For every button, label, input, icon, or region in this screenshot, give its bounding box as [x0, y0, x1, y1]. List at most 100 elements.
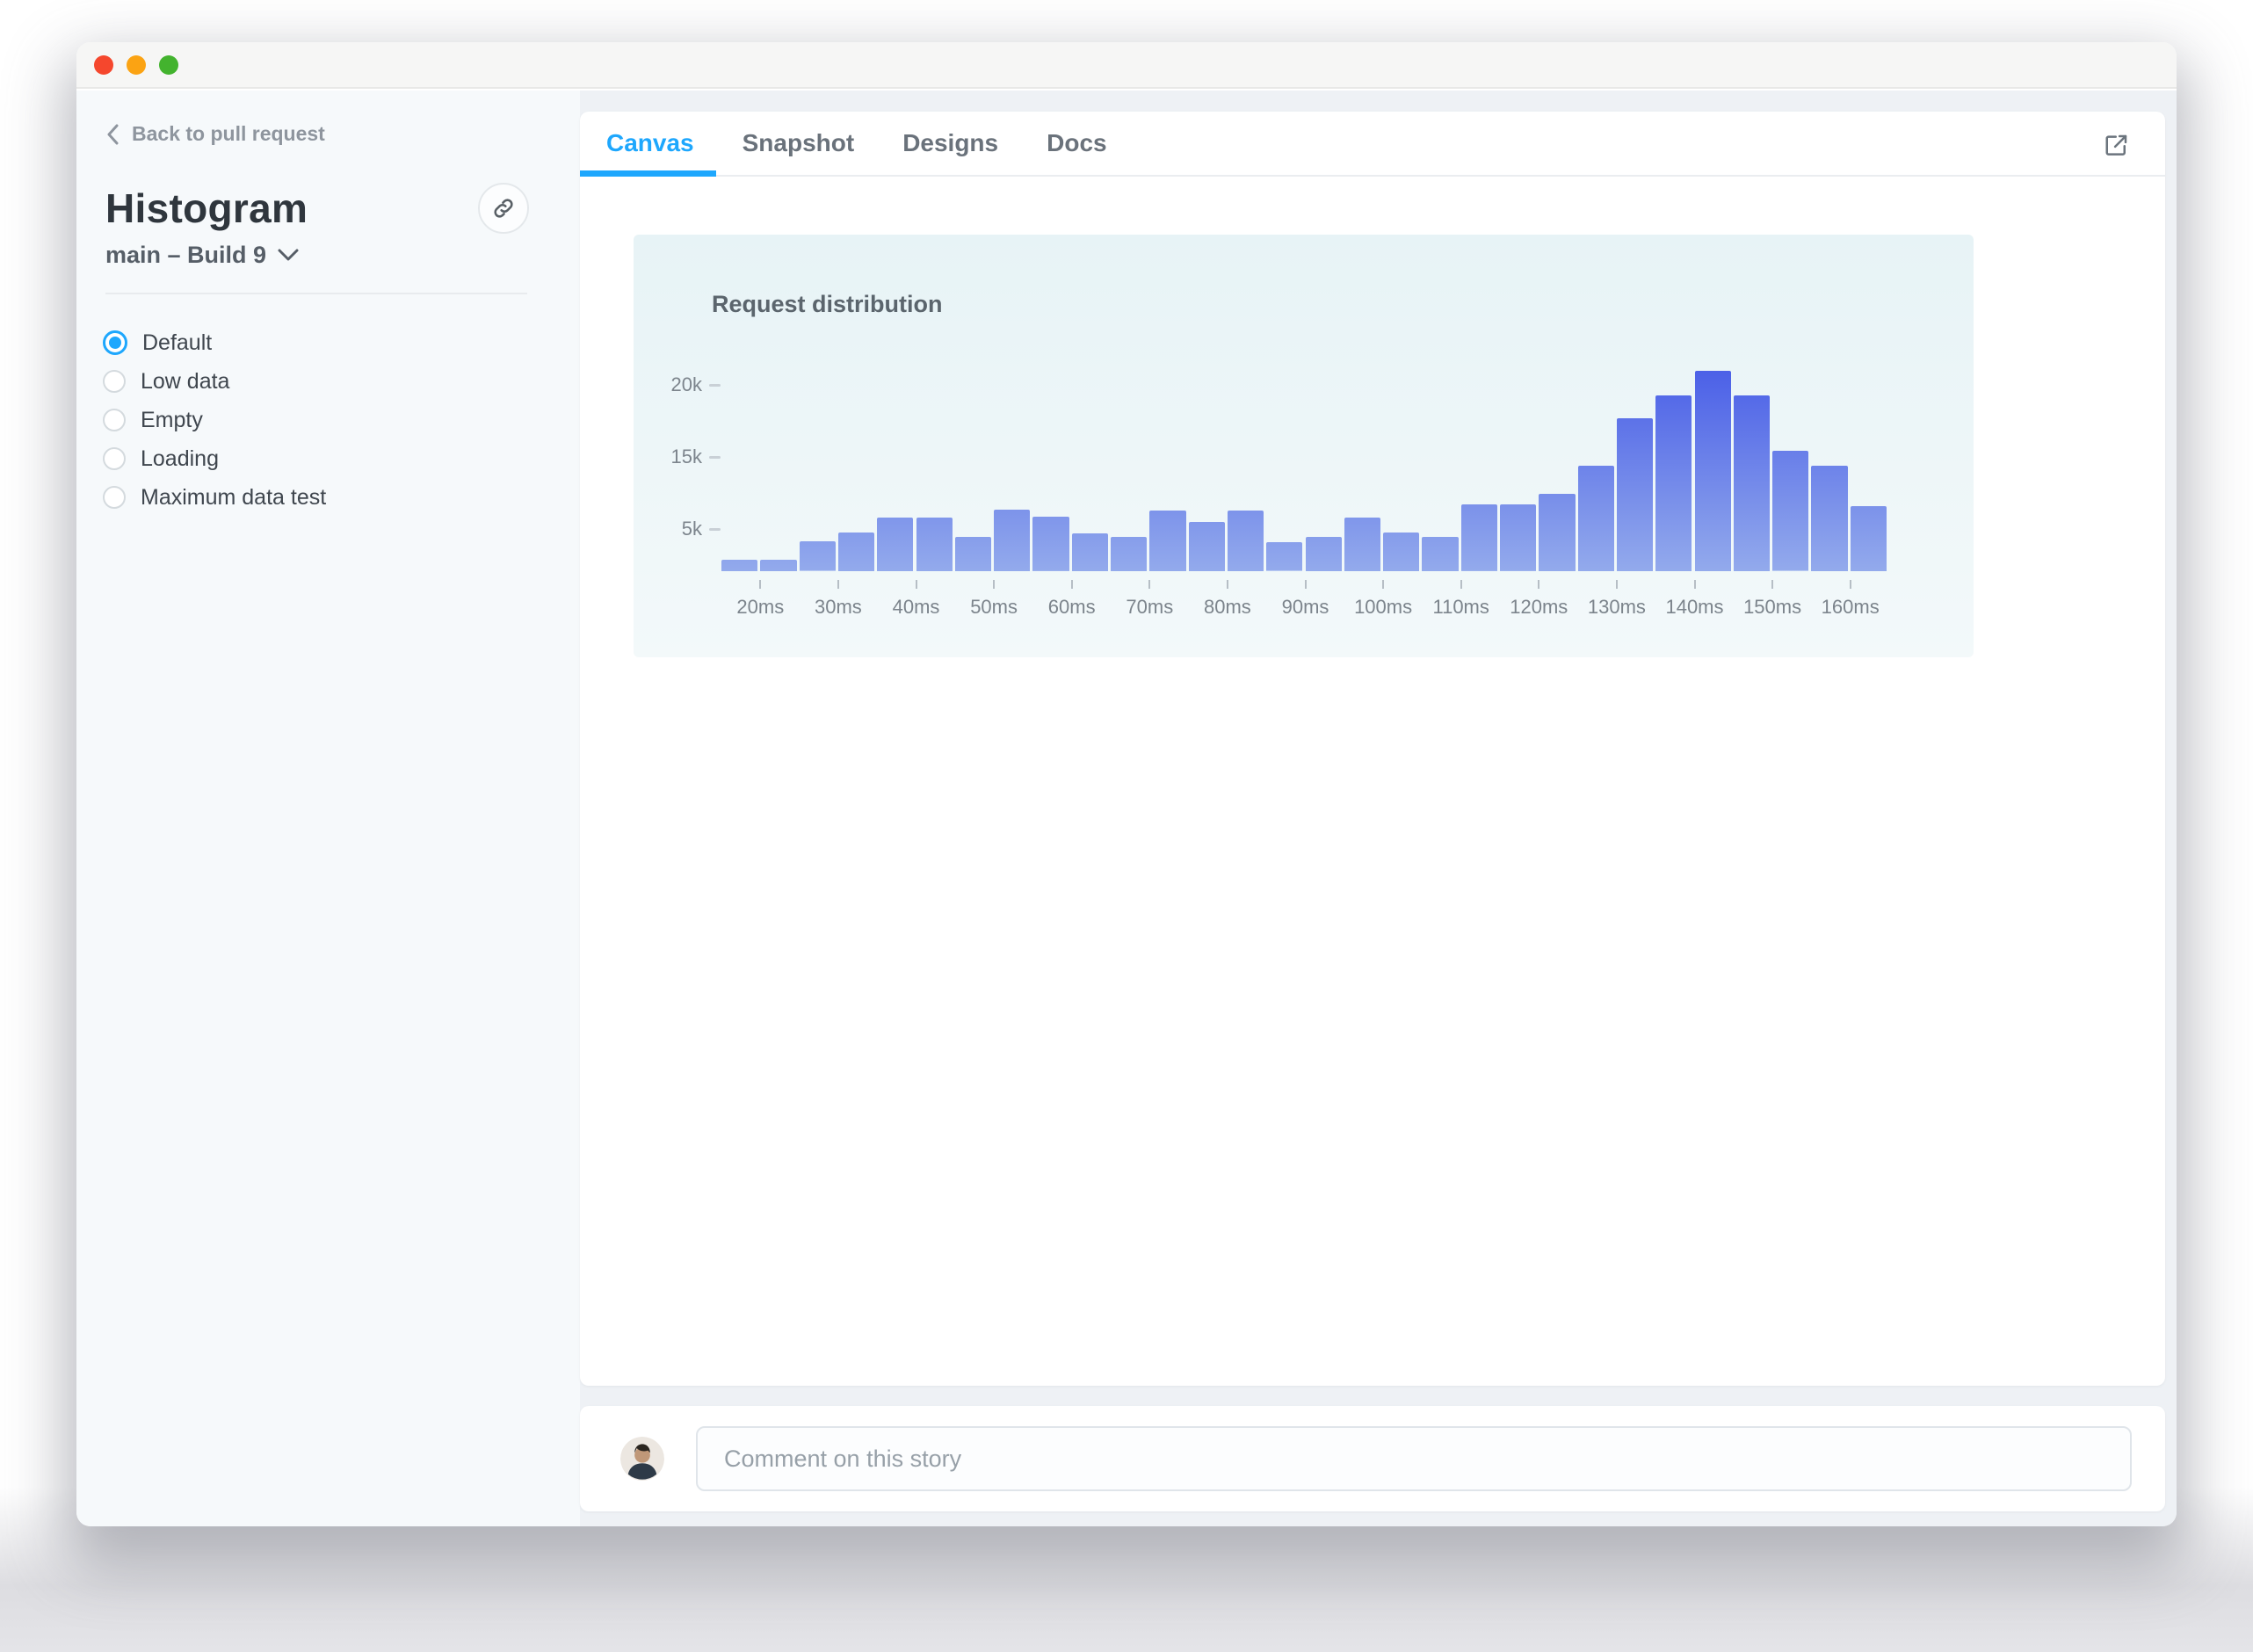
x-tick-label: 150ms — [1743, 596, 1802, 618]
histogram-bar — [954, 536, 992, 571]
story-option-label: Default — [142, 330, 213, 355]
story-option-loading[interactable]: Loading — [103, 439, 219, 478]
x-tick-mark — [915, 580, 917, 589]
histogram-bar — [1694, 370, 1731, 571]
x-tick-label: 100ms — [1354, 596, 1413, 618]
x-tick-mark — [1849, 580, 1851, 589]
x-tick-label: 80ms — [1203, 596, 1251, 618]
story-option-label: Loading — [141, 446, 219, 471]
histogram-bar — [1655, 395, 1692, 571]
chart-y-axis: 20k 15k 5k — [634, 235, 721, 657]
story-option-label: Maximum data test — [141, 484, 327, 510]
tab-snapshot[interactable]: Snapshot — [742, 129, 855, 156]
back-link-label: Back to pull request — [132, 122, 325, 145]
histogram-bar — [721, 559, 758, 571]
external-link-icon — [2104, 132, 2133, 158]
radio-selected[interactable] — [103, 330, 127, 355]
active-tab-indicator — [580, 170, 716, 177]
x-tick-mark — [1226, 580, 1228, 589]
radio-unselected[interactable] — [103, 370, 126, 393]
histogram-bar — [1111, 536, 1148, 571]
x-tick-label: 30ms — [814, 596, 862, 618]
x-tick-mark — [759, 580, 762, 589]
open-in-new-window-button[interactable] — [2104, 130, 2133, 160]
story-option-empty[interactable]: Empty — [103, 401, 203, 439]
histogram-bar — [799, 541, 836, 571]
histogram-bar — [1032, 517, 1069, 571]
histogram-bar — [1305, 536, 1342, 571]
app-body: Back to pull request Histogram main – Bu… — [76, 91, 2177, 1526]
zoom-window-button[interactable] — [159, 54, 178, 75]
x-tick-label: 20ms — [736, 596, 785, 618]
histogram-bar — [994, 509, 1031, 571]
user-avatar — [620, 1437, 664, 1481]
tab-bar: Canvas Snapshot Designs Docs — [580, 112, 2165, 177]
histogram-bar — [1149, 510, 1186, 571]
histogram-bar — [1733, 395, 1771, 571]
histogram-bar — [1772, 451, 1809, 571]
tab-canvas[interactable]: Canvas — [606, 129, 694, 156]
minimize-window-button[interactable] — [127, 54, 146, 75]
histogram-bar — [1850, 505, 1887, 571]
histogram-bar — [1539, 493, 1576, 571]
x-tick-label: 60ms — [1047, 596, 1096, 618]
tabs: Canvas Snapshot Designs Docs — [606, 129, 1107, 157]
close-window-button[interactable] — [94, 54, 113, 75]
comment-input[interactable] — [696, 1426, 2132, 1491]
story-header: Histogram — [105, 183, 529, 234]
story-variant-list: Default Low data Empty Loading Maximum data … — [76, 323, 580, 517]
build-label: main – Build 9 — [105, 242, 267, 268]
histogram-bar — [1577, 465, 1614, 571]
histogram-bar — [1266, 542, 1303, 571]
comment-bar — [580, 1406, 2165, 1511]
x-tick-mark — [1382, 580, 1385, 589]
histogram-bars — [721, 369, 1890, 571]
build-selector[interactable]: main – Build 9 — [105, 242, 299, 269]
story-option-low-data[interactable]: Low data — [103, 362, 229, 401]
x-tick-mark — [993, 580, 996, 589]
radio-unselected[interactable] — [103, 447, 126, 470]
x-tick-mark — [1148, 580, 1151, 589]
x-tick-label: 160ms — [1821, 596, 1880, 618]
x-tick-label: 70ms — [1126, 596, 1174, 618]
radio-dot — [109, 337, 121, 349]
tab-designs[interactable]: Designs — [902, 129, 999, 156]
radio-unselected[interactable] — [103, 486, 126, 509]
x-tick-mark — [1070, 580, 1073, 589]
y-tick-mark — [709, 384, 721, 387]
tab-docs[interactable]: Docs — [1047, 129, 1107, 156]
window-titlebar — [76, 42, 2177, 89]
chevron-down-icon — [278, 249, 299, 262]
app-window: Back to pull request Histogram main – Bu… — [76, 42, 2177, 1526]
sidebar: Back to pull request Histogram main – Bu… — [76, 91, 580, 1526]
canvas-card: Canvas Snapshot Designs Docs Request distri… — [580, 112, 2165, 1386]
histogram-bar — [1071, 533, 1108, 571]
histogram-bar — [1422, 536, 1459, 571]
x-tick-label: 90ms — [1281, 596, 1329, 618]
histogram-bar — [760, 559, 797, 571]
avatar-photo — [620, 1437, 664, 1481]
story-option-default[interactable]: Default — [103, 323, 212, 362]
link-icon — [491, 196, 516, 221]
x-tick-mark — [837, 580, 839, 589]
chevron-left-icon — [105, 123, 120, 146]
x-tick-mark — [1693, 580, 1696, 589]
x-tick-label: 130ms — [1587, 596, 1646, 618]
histogram-bar — [1616, 417, 1654, 571]
copy-link-button[interactable] — [478, 183, 529, 234]
histogram-bar — [837, 532, 875, 571]
story-option-maximum-data-test[interactable]: Maximum data test — [103, 478, 326, 517]
histogram-bar — [1500, 504, 1537, 571]
histogram-bar — [1188, 521, 1225, 571]
y-tick-mark — [709, 456, 721, 459]
radio-unselected[interactable] — [103, 409, 126, 431]
histogram-bar — [1227, 510, 1264, 571]
x-tick-label: 110ms — [1432, 596, 1489, 618]
y-tick-label: 5k — [681, 518, 702, 540]
histogram-bar — [1383, 532, 1420, 571]
x-tick-label: 40ms — [892, 596, 940, 618]
histogram-bar — [1811, 465, 1848, 571]
back-to-pull-request-link[interactable]: Back to pull request — [105, 122, 325, 146]
y-tick-label: 20k — [670, 373, 702, 395]
